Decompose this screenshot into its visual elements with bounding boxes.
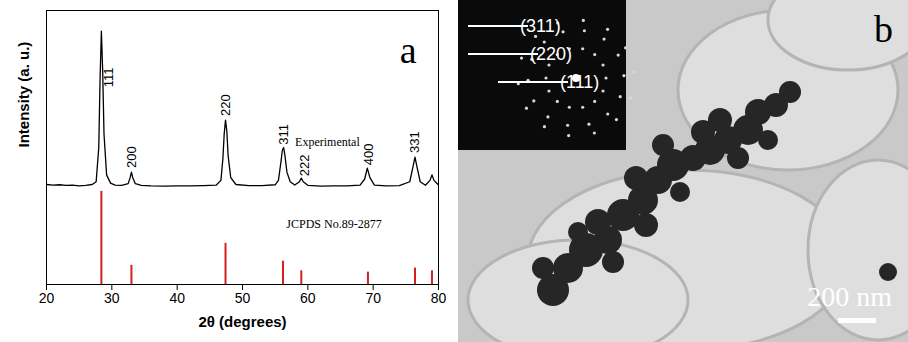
svg-text:222: 222: [297, 155, 312, 177]
svg-text:80: 80: [431, 290, 447, 306]
svg-text:30: 30: [104, 290, 120, 306]
svg-text:a: a: [400, 29, 417, 71]
svg-text:331: 331: [407, 131, 422, 153]
svg-text:200 nm: 200 nm: [807, 281, 892, 312]
svg-text:220: 220: [218, 94, 233, 116]
svg-text:400: 400: [361, 144, 376, 166]
svg-text:50: 50: [235, 290, 251, 306]
svg-text:60: 60: [300, 290, 316, 306]
svg-text:40: 40: [169, 290, 185, 306]
svg-text:111: 111: [101, 67, 116, 87]
svg-text:Intensity (a. u.): Intensity (a. u.): [15, 42, 32, 148]
svg-text:Experimental: Experimental: [295, 135, 360, 149]
svg-text:70: 70: [365, 290, 381, 306]
svg-text:2θ (degrees): 2θ (degrees): [198, 313, 286, 330]
svg-text:(220): (220): [530, 44, 572, 64]
svg-text:(311): (311): [520, 16, 561, 36]
svg-text:20: 20: [39, 290, 55, 306]
svg-text:(111): (111): [560, 72, 599, 92]
svg-text:JCPDS No.89-2877: JCPDS No.89-2877: [286, 217, 381, 231]
svg-text:311: 311: [276, 124, 291, 145]
svg-text:b: b: [874, 8, 893, 50]
svg-text:200: 200: [124, 146, 139, 168]
